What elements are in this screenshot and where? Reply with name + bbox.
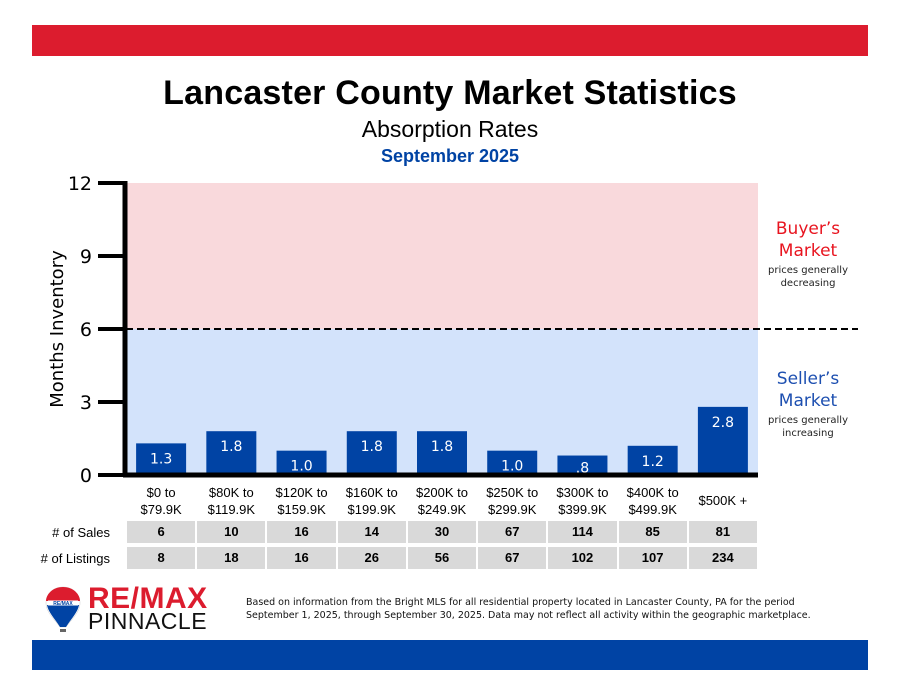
buyers-market-label: Buyer’s Market prices generally decreasi… [748,218,868,290]
table-cell: 114 [548,521,617,543]
bar-value-label: 1.0 [501,459,523,475]
bottom-blue-banner [32,640,868,670]
x-category-line-1: $400K to [626,485,679,500]
bar-value-label: 1.3 [150,451,172,467]
page-title: Lancaster County Market Statistics [163,74,737,112]
x-category-line-1: $300K to [556,485,609,500]
sellers-market-title: Seller’s [776,369,840,389]
table-cell: 18 [197,547,266,569]
buyers-market-zone [126,183,758,329]
x-category-line-2: $159.9K [277,502,326,517]
bar [557,455,608,475]
buyers-market-note-1: prices generally [768,265,848,276]
x-category-line-2: $79.9K [140,502,182,517]
x-category-label: $160K to $199.9K [336,484,408,518]
y-tick-label: 3 [80,392,92,414]
bar [206,431,257,475]
x-category-line-2: $119.9K [207,502,256,517]
bar-value-label: 1.0 [290,459,312,475]
x-category-label: $80K to $119.9K [195,484,267,518]
x-category-label: $200K to $249.9K [406,484,478,518]
x-category-line-1: $160K to [345,485,398,500]
sellers-market-title-2: Market [778,391,838,411]
table-cell: 67 [478,547,547,569]
y-tick-label: 6 [80,319,92,341]
brand-office: PINNACLE [88,608,208,634]
y-tick-label: 12 [68,173,92,195]
x-category-line-2: $249.9K [417,502,467,517]
top-red-banner [32,25,868,56]
table-row-label: # of Sales [52,525,110,540]
x-category-label: $250K to $299.9K [476,484,548,518]
table-cell: 67 [478,521,547,543]
bar-value-label: 1.8 [431,439,453,455]
bar [697,406,748,475]
table-cell: 6 [127,521,196,543]
x-category-line-2: $499.9K [628,502,677,517]
table-cell: 26 [337,547,406,569]
report-date: September 2025 [380,146,520,166]
remax-balloon-logo-icon: RE/MAX [44,585,82,639]
bar [346,431,397,475]
table-cell: 30 [407,521,477,543]
y-tick-label: 9 [80,246,92,268]
x-category-label: $400K to $499.9K [617,484,689,518]
sellers-market-label: Seller’s Market prices generally increas… [748,368,868,440]
x-category-label: $0 to $79.9K [125,484,197,518]
x-category-label: $500K + [687,492,759,509]
x-category-line-2: $299.9K [488,502,537,517]
buyers-market-title-2: Market [778,241,838,261]
x-category-line-2: $199.9K [347,502,396,517]
bar-value-label: 1.8 [361,439,383,455]
table-cell: 85 [618,521,687,543]
table-cell: 8 [127,547,196,569]
table-cell: 56 [407,547,477,569]
bar [487,450,538,475]
y-axis-label: Months Inventory [47,250,68,408]
x-category-line-1: $250K to [486,485,539,500]
buyers-market-note-2: decreasing [780,278,836,289]
bar-value-label: 2.8 [712,415,734,431]
bar [627,445,678,475]
bar [417,431,467,475]
table-cell: 16 [267,547,336,569]
bar-value-label: 1.2 [642,454,664,470]
table-row-label: # of Listings [40,551,110,566]
x-category-line-1: $0 to [146,485,176,500]
y-tick-label: 0 [80,465,92,487]
table-cell: 107 [618,547,687,569]
svg-text:RE/MAX: RE/MAX [53,601,73,607]
bar [276,450,327,475]
sellers-market-note-1: prices generally [768,415,848,426]
table-cell: 16 [267,521,336,543]
sellers-market-note-2: increasing [782,428,834,439]
table-cell: 234 [688,547,757,569]
x-category-line-1: $200K to [415,485,469,500]
x-category-label: $300K to $399.9K [546,484,618,518]
table-cell: 14 [337,521,406,543]
page-subtitle: Absorption Rates [361,116,539,142]
bar-value-label: 1.8 [220,439,242,455]
x-category-label: $120K to $159.9K [266,484,338,518]
bar [136,443,187,475]
x-category-line-1: $500K + [698,493,748,508]
buyers-market-title: Buyer’s [775,219,841,239]
x-category-line-2: $399.9K [558,502,607,517]
table-cell: 81 [688,521,757,543]
x-category-line-1: $120K to [275,485,328,500]
table-cell: 10 [197,521,266,543]
table-cell: 102 [548,547,617,569]
disclaimer: Based on information from the Bright MLS… [246,597,811,621]
x-category-line-1: $80K to [208,485,254,500]
brand-name: RE/MAX [88,582,208,615]
